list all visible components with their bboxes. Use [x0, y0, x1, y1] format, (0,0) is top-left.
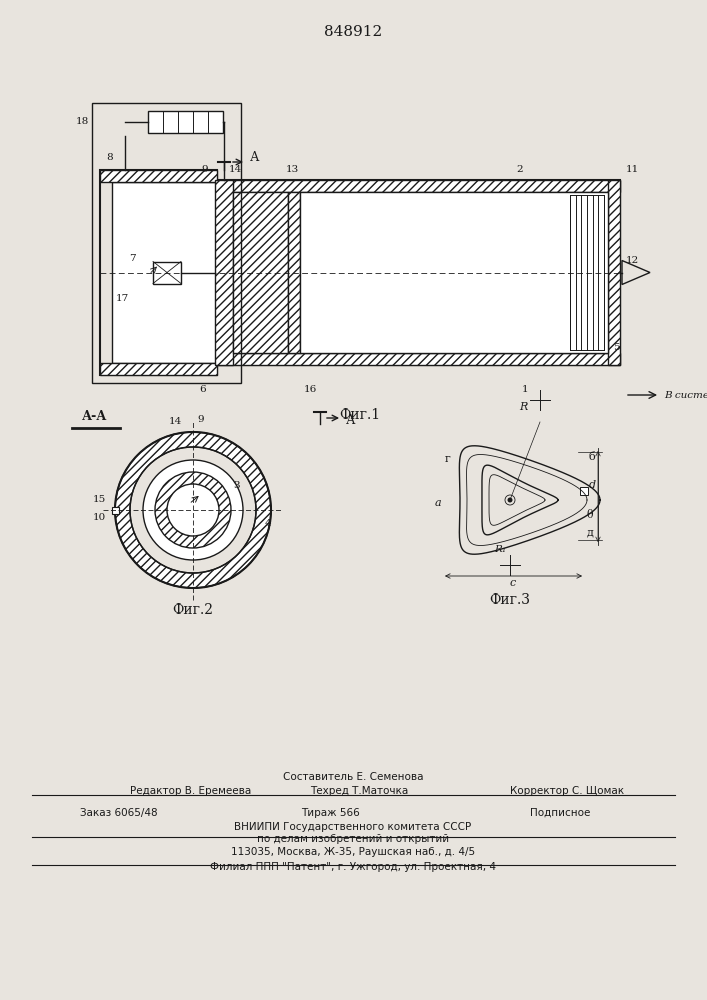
Text: по делам изобретений и открытий: по делам изобретений и открытий [257, 834, 449, 844]
Text: 3: 3 [234, 481, 240, 490]
Bar [570, 195, 604, 350]
Text: Фиг.3: Фиг.3 [489, 593, 530, 607]
Text: д: д [587, 527, 593, 537]
Bar [112, 182, 217, 363]
Text: 18: 18 [76, 117, 88, 126]
Text: Филиал ППП "Патент", г. Ужгород, ул. Проектная, 4: Филиал ППП "Патент", г. Ужгород, ул. Про… [210, 862, 496, 872]
Bar [100, 170, 217, 182]
Bar [92, 103, 241, 383]
Bar [215, 180, 620, 365]
Text: 1: 1 [522, 384, 528, 393]
Text: 12: 12 [626, 256, 638, 265]
Text: 7: 7 [129, 254, 135, 263]
Bar [153, 261, 181, 284]
Bar [100, 363, 217, 375]
Text: 6: 6 [199, 384, 206, 393]
Text: d: d [588, 480, 595, 490]
Text: А: А [346, 414, 356, 426]
Text: 113035, Москва, Ж-35, Раушская наб., д. 4/5: 113035, Москва, Ж-35, Раушская наб., д. … [231, 847, 475, 857]
Bar [227, 192, 608, 353]
Text: c: c [510, 578, 516, 588]
Text: 9: 9 [201, 165, 209, 174]
Bar [608, 180, 620, 365]
Circle shape [167, 484, 219, 536]
Circle shape [143, 460, 243, 560]
Text: 4: 4 [264, 519, 271, 528]
Text: 2: 2 [517, 165, 523, 174]
Text: 8: 8 [107, 153, 113, 162]
Bar [112, 506, 119, 514]
Text: ВНИИПИ Государственного комитета СССР: ВНИИПИ Государственного комитета СССР [235, 822, 472, 832]
Text: 15: 15 [93, 495, 105, 504]
Bar [288, 192, 300, 353]
Text: 14: 14 [168, 417, 182, 426]
Bar [100, 170, 217, 375]
Text: а: а [435, 498, 441, 508]
Text: Техред Т.Маточка: Техред Т.Маточка [310, 786, 408, 796]
Bar [215, 180, 233, 365]
Circle shape [155, 472, 231, 548]
Text: 17: 17 [115, 294, 129, 303]
Text: Корректор С. Щомак: Корректор С. Щомак [510, 786, 624, 796]
Text: 14: 14 [228, 165, 242, 174]
Text: г: г [445, 454, 451, 464]
Text: 9: 9 [198, 415, 204, 424]
Bar [300, 192, 608, 353]
Bar [580, 487, 588, 495]
Text: Фиг.2: Фиг.2 [173, 603, 214, 617]
Text: Составитель Е. Семенова: Составитель Е. Семенова [283, 772, 423, 782]
Bar [215, 353, 620, 365]
Text: 13: 13 [286, 165, 298, 174]
Text: В систему низкого давления: В систему низкого давления [664, 390, 707, 399]
Text: А-А: А-А [82, 410, 107, 423]
Text: Фиг.1: Фиг.1 [339, 408, 380, 422]
Text: R: R [520, 402, 528, 412]
Bar [233, 192, 288, 353]
Text: 16: 16 [303, 384, 317, 393]
Text: А: А [250, 151, 259, 164]
Circle shape [508, 497, 513, 502]
Text: 5: 5 [613, 342, 619, 352]
Bar [148, 111, 223, 133]
Text: Подписное: Подписное [530, 808, 590, 818]
Text: 10: 10 [93, 513, 105, 522]
Text: Редактор В. Еремеева: Редактор В. Еремеева [130, 786, 251, 796]
Text: θ: θ [587, 510, 593, 520]
Text: 848912: 848912 [324, 25, 382, 39]
Text: Тираж 566: Тираж 566 [300, 808, 359, 818]
Text: R₁: R₁ [494, 545, 506, 554]
Text: Заказ 6065/48: Заказ 6065/48 [80, 808, 158, 818]
Bar [215, 180, 620, 192]
Text: б: б [589, 452, 595, 462]
Text: 11: 11 [626, 165, 638, 174]
